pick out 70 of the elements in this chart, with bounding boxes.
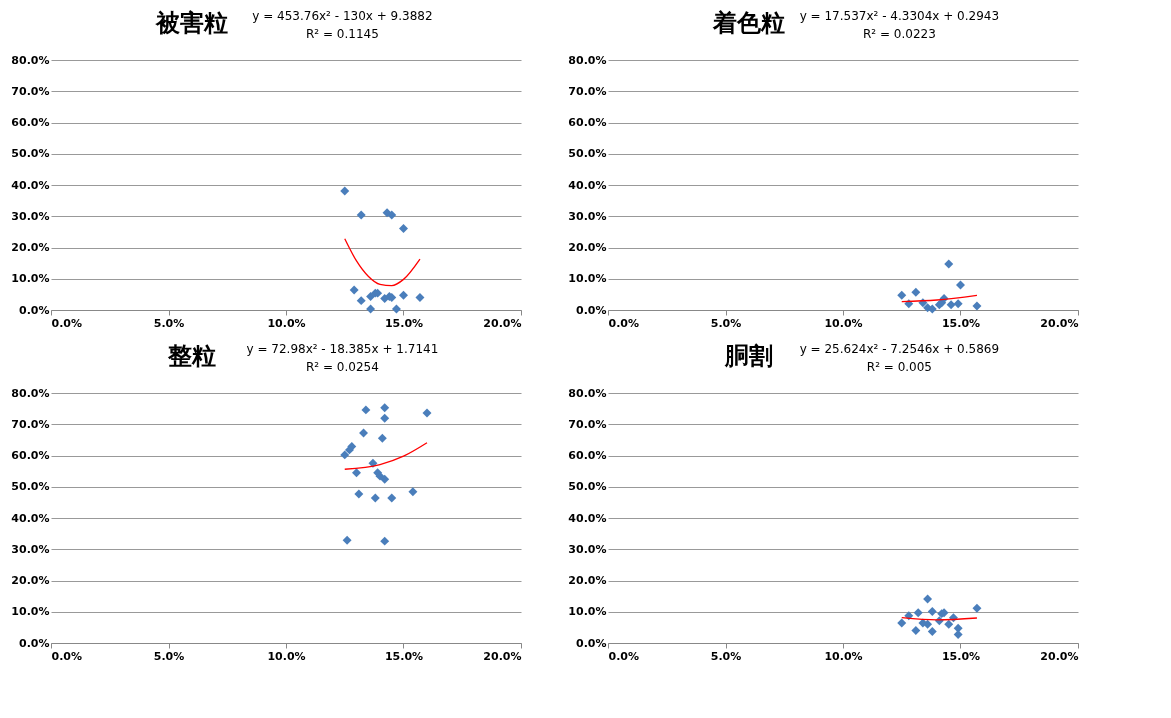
y-tick-label: 70.0% — [11, 417, 50, 431]
y-tick-label: 60.0% — [11, 116, 50, 129]
x-tick-label: 10.0% — [824, 316, 863, 330]
x-tick-label: 10.0% — [267, 649, 306, 663]
chart-title: 整粒 — [167, 342, 216, 370]
y-tick-label: 50.0% — [568, 147, 607, 161]
y-tick-label: 40.0% — [568, 178, 607, 192]
y-tick-label: 30.0% — [568, 209, 607, 223]
line-series — [344, 442, 428, 470]
x-tick-label: 15.0% — [384, 649, 424, 663]
x-tick-label: 5.0% — [710, 649, 742, 663]
y-tick-label: 40.0% — [11, 178, 50, 192]
y-tick-label: 80.0% — [11, 53, 50, 67]
x-tick-label: 20.0% — [1040, 649, 1079, 663]
y-tick-label: 80.0% — [568, 386, 607, 400]
x-tick-label: 5.0% — [153, 649, 185, 663]
x-tick-label: 15.0% — [941, 316, 981, 330]
x-tick-label: 5.0% — [153, 316, 185, 330]
text: y = 72.98x² - 18.385x + 1.7141 — [246, 342, 439, 356]
y-tick-label: 10.0% — [11, 272, 50, 286]
x-tick-label: 15.0% — [941, 649, 981, 663]
x-tick-label: 5.0% — [710, 316, 742, 330]
y-tick-label: 20.0% — [11, 574, 50, 587]
x-tick-label: 0.0% — [51, 316, 83, 330]
x-tick-label: 0.0% — [608, 649, 640, 663]
x-tick-label: 20.0% — [483, 649, 522, 663]
y-tick-label: 60.0% — [568, 116, 607, 129]
y-tick-label: 70.0% — [11, 84, 50, 98]
y-tick-label: 10.0% — [568, 605, 607, 619]
text: y = 453.76x² - 130x + 9.3882 — [252, 9, 433, 23]
y-tick-label: 10.0% — [568, 272, 607, 286]
y-tick-label: 10.0% — [11, 605, 50, 619]
y-tick-label: 0.0% — [18, 303, 50, 317]
text: R² = 0.0223 — [862, 27, 936, 41]
y-tick-label: 60.0% — [11, 449, 50, 462]
y-tick-label: 40.0% — [568, 511, 607, 525]
x-tick-label: 20.0% — [483, 316, 522, 330]
x-tick-label: 10.0% — [824, 649, 863, 663]
text: R² = 0.005 — [866, 360, 932, 374]
y-tick-label: 40.0% — [11, 511, 50, 525]
y-tick-label: 50.0% — [11, 147, 50, 161]
x-tick-label: 10.0% — [267, 316, 306, 330]
text: y = 25.624x² - 7.2546x + 0.5869 — [799, 342, 1000, 356]
y-tick-label: 60.0% — [568, 449, 607, 462]
y-tick-label: 20.0% — [568, 574, 607, 587]
y-tick-label: 0.0% — [18, 636, 50, 650]
x-tick-label: 0.0% — [608, 316, 640, 330]
y-tick-label: 70.0% — [568, 84, 607, 98]
y-tick-label: 80.0% — [11, 386, 50, 400]
chart-title: 着色粒 — [712, 9, 785, 37]
chart-title: 被害粒 — [155, 9, 228, 37]
line-series — [344, 238, 421, 287]
y-tick-label: 20.0% — [11, 241, 50, 254]
y-tick-label: 50.0% — [11, 480, 50, 494]
y-tick-label: 50.0% — [568, 480, 607, 494]
y-tick-label: 0.0% — [575, 303, 607, 317]
y-tick-label: 70.0% — [568, 417, 607, 431]
y-tick-label: 30.0% — [11, 209, 50, 223]
y-tick-label: 30.0% — [11, 542, 50, 556]
x-tick-label: 15.0% — [384, 316, 424, 330]
text: R² = 0.1145 — [305, 27, 379, 41]
x-tick-label: 0.0% — [51, 649, 83, 663]
chart-title: 胴割 — [724, 342, 773, 370]
text: y = 17.537x² - 4.3304x + 0.2943 — [799, 9, 1000, 23]
text: R² = 0.0254 — [305, 360, 379, 374]
y-tick-label: 20.0% — [568, 241, 607, 254]
y-tick-label: 30.0% — [568, 542, 607, 556]
x-tick-label: 20.0% — [1040, 316, 1079, 330]
y-tick-label: 0.0% — [575, 636, 607, 650]
y-tick-label: 80.0% — [568, 53, 607, 67]
